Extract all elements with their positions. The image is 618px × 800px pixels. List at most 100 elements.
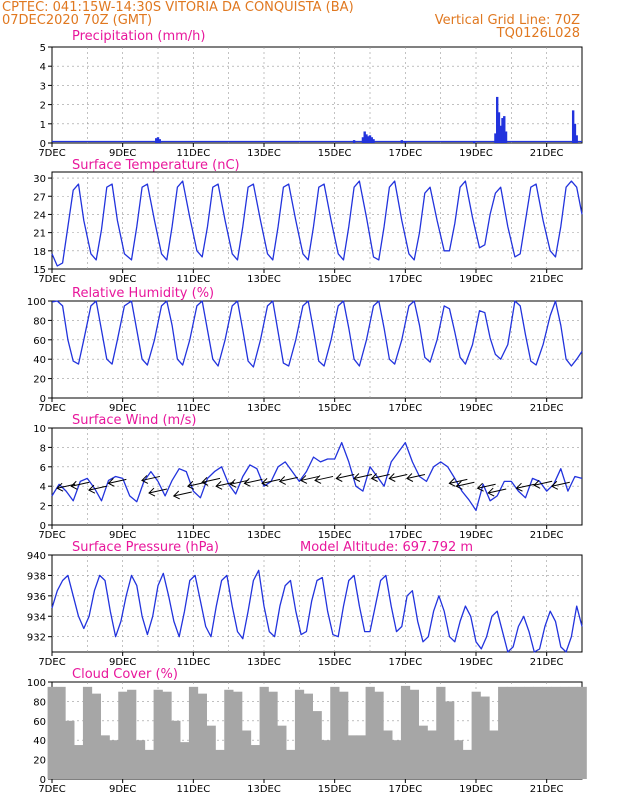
x-tick-label: 13DEC bbox=[247, 148, 281, 159]
x-tick-label: 13DEC bbox=[247, 274, 281, 285]
precip-bar bbox=[365, 134, 368, 143]
panel-temperature: Surface Temperature (nC) 15 18 21 24 27 30 7DE… bbox=[33, 158, 583, 285]
precip-bar bbox=[155, 138, 158, 143]
wind-arrow bbox=[70, 480, 90, 490]
cloud-bar bbox=[427, 730, 437, 779]
x-tick-label: 19DEC bbox=[459, 403, 493, 414]
x-tick-label: 11DEC bbox=[176, 274, 210, 285]
cloud-bar bbox=[374, 691, 384, 779]
plot-frame bbox=[51, 46, 583, 144]
panel-title: Relative Humidity (%) bbox=[72, 286, 214, 301]
x-tick-label: 17DEC bbox=[388, 657, 422, 668]
x-tick-label: 15DEC bbox=[318, 403, 352, 414]
x-tick-label: 17DEC bbox=[388, 274, 422, 285]
y-tick-label: 0 bbox=[40, 775, 46, 786]
x-tick-label: 15DEC bbox=[318, 274, 352, 285]
x-tick-label: 17DEC bbox=[388, 784, 422, 795]
cloud-bar bbox=[109, 740, 119, 779]
header-grid-line: Vertical Grid Line: 70Z bbox=[435, 13, 580, 28]
cloud-bar bbox=[383, 730, 393, 779]
wind-arrow bbox=[406, 473, 426, 482]
wind-arrow bbox=[141, 475, 161, 484]
precip-bar bbox=[571, 110, 575, 143]
x-tick-label: 11DEC bbox=[176, 148, 210, 159]
x-tick-label: 17DEC bbox=[388, 530, 422, 541]
cloud-bar bbox=[515, 686, 525, 779]
cloud-bar bbox=[259, 686, 269, 779]
y-tick-label: 940 bbox=[27, 551, 46, 562]
wind-arrow bbox=[370, 473, 390, 482]
precip-bar bbox=[504, 131, 508, 143]
y-tick-label: 21 bbox=[33, 229, 46, 240]
wind-arrow bbox=[455, 480, 475, 490]
x-tick-label: 19DEC bbox=[459, 530, 493, 541]
y-tick-label: 10 bbox=[33, 424, 46, 435]
panel-pressure: Surface Pressure (hPa) Model Altitude: 6… bbox=[27, 540, 583, 668]
cloud-bar bbox=[268, 691, 278, 779]
y-tick-label: 80 bbox=[33, 697, 46, 708]
cloud-bar bbox=[524, 686, 534, 779]
precip-bar bbox=[368, 135, 372, 143]
x-tick-label: 7DEC bbox=[38, 148, 65, 159]
panel-title: Surface Pressure (hPa) bbox=[72, 540, 219, 555]
panel-title: Surface Temperature (nC) bbox=[72, 158, 240, 173]
wind-arrow bbox=[172, 490, 192, 500]
x-tick-label: 15DEC bbox=[318, 148, 352, 159]
x-tick-label: 19DEC bbox=[459, 657, 493, 668]
cloud-bar bbox=[56, 686, 66, 779]
x-tick-label: 11DEC bbox=[176, 530, 210, 541]
x-tick-label: 9DEC bbox=[109, 657, 136, 668]
model-altitude: Model Altitude: 697.792 m bbox=[300, 540, 473, 555]
precip-bar bbox=[370, 137, 373, 143]
cloud-bar bbox=[224, 689, 234, 779]
y-tick-label: 30 bbox=[33, 174, 46, 185]
wind-arrow bbox=[261, 477, 281, 487]
cloud-bar bbox=[551, 686, 561, 779]
x-tick-label: 21DEC bbox=[530, 657, 564, 668]
cloud-bar bbox=[480, 696, 490, 779]
x-tick-label: 11DEC bbox=[176, 403, 210, 414]
cloud-bar bbox=[127, 689, 137, 779]
cloud-bar bbox=[453, 740, 464, 779]
x-tick-label: 17DEC bbox=[388, 403, 422, 414]
y-tick-label: 60 bbox=[33, 717, 46, 728]
x-tick-label: 9DEC bbox=[109, 403, 136, 414]
wind-arrow bbox=[533, 479, 553, 489]
y-tick-label: 40 bbox=[33, 355, 46, 366]
y-tick-label: 6 bbox=[40, 463, 46, 474]
x-tick-label: 9DEC bbox=[109, 148, 136, 159]
cloud-bar bbox=[135, 740, 146, 779]
cloud-bar bbox=[91, 693, 101, 779]
cloud-bar bbox=[180, 742, 190, 779]
x-tick-label: 13DEC bbox=[247, 530, 281, 541]
cloud-bar bbox=[436, 686, 446, 779]
y-tick-label: 4 bbox=[40, 482, 46, 493]
cloud-bar bbox=[153, 689, 163, 779]
cloud-bar bbox=[400, 685, 411, 779]
x-tick-label: 19DEC bbox=[459, 274, 493, 285]
cloud-bar bbox=[241, 730, 252, 779]
cloud-bar bbox=[506, 686, 517, 779]
cloud-bar bbox=[409, 689, 419, 779]
cloud-bar bbox=[356, 735, 366, 779]
cloud-bar bbox=[65, 720, 75, 779]
x-tick-label: 13DEC bbox=[247, 403, 281, 414]
y-tick-label: 18 bbox=[33, 247, 46, 258]
cloud-bar bbox=[568, 686, 578, 779]
cloud-bar bbox=[418, 725, 428, 779]
precip-bar bbox=[367, 136, 370, 143]
cloud-bar bbox=[144, 749, 154, 779]
y-tick-label: 5 bbox=[40, 43, 46, 54]
panel-wind: Surface Wind (m/s) 0 2 4 6 8 10 7DEC 9DEC 11DEC 1… bbox=[33, 413, 583, 541]
cloud-bar bbox=[392, 740, 402, 779]
x-tick-label: 15DEC bbox=[318, 784, 352, 795]
wind-arrow bbox=[148, 487, 168, 497]
cloud-bar bbox=[471, 691, 481, 779]
x-tick-label: 21DEC bbox=[530, 148, 564, 159]
wind-arrow bbox=[88, 484, 108, 494]
header-model-id: TQ0126L028 bbox=[496, 26, 580, 41]
panel-humidity: Relative Humidity (%) 0 20 40 60 80 100 7DEC 9D… bbox=[27, 286, 583, 414]
y-tick-label: 934 bbox=[27, 612, 46, 623]
precip-bar bbox=[573, 123, 577, 143]
x-tick-label: 7DEC bbox=[38, 784, 65, 795]
